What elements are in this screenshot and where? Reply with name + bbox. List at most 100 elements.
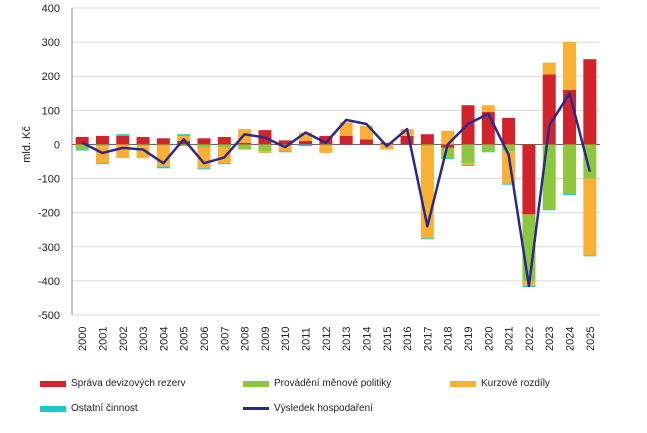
- x-tick-label: 2012: [321, 327, 333, 351]
- bar-segment: [278, 151, 292, 153]
- x-tick-label: 2021: [504, 327, 516, 351]
- y-tick-label: -300: [38, 242, 60, 254]
- bar-segment: [319, 144, 333, 147]
- x-tick-label: 2019: [463, 327, 475, 351]
- legend-label: Provádění měnové politiky: [274, 378, 392, 389]
- bar-segment: [583, 144, 597, 179]
- y-tick-label: 100: [42, 105, 60, 117]
- legend-swatch: [40, 405, 66, 412]
- bar-segment: [95, 163, 109, 165]
- bar-segment: [197, 168, 211, 170]
- bar-segment: [75, 149, 89, 151]
- bar-segment: [319, 135, 333, 145]
- y-tick-label: -400: [38, 276, 60, 288]
- x-tick-label: 2006: [199, 327, 211, 351]
- legend-label: Správa devizových rezerv: [71, 378, 186, 389]
- bar-segment: [481, 151, 495, 153]
- x-tick-label: 2022: [524, 327, 536, 351]
- y-tick-label: 0: [54, 139, 60, 151]
- bar-segment: [177, 134, 191, 136]
- x-tick-label: 2016: [402, 327, 414, 351]
- bar-segment: [339, 135, 353, 145]
- bar-segment: [461, 144, 475, 164]
- x-tick-label: 2011: [301, 327, 313, 351]
- y-axis-label: mld. Kč: [21, 126, 33, 163]
- bar-segment: [75, 136, 89, 145]
- bar-segment: [563, 144, 577, 194]
- y-tick-label: 300: [42, 37, 60, 49]
- bar-segment: [136, 136, 150, 145]
- bar-segment: [319, 146, 333, 153]
- bar-segment: [359, 139, 373, 145]
- bar-segment: [441, 158, 455, 160]
- x-tick-label: 2000: [77, 327, 89, 351]
- legend-item-fx: Kurzové rozdíly: [450, 378, 550, 389]
- legend-swatch: [40, 380, 66, 387]
- bar-segment: [441, 147, 455, 159]
- legend-swatch: [243, 380, 269, 387]
- bar-segment: [156, 144, 170, 147]
- bar-segment: [116, 135, 130, 145]
- bar-segment: [217, 136, 231, 145]
- result-line: [81, 92, 592, 288]
- bar-segment: [258, 151, 272, 153]
- bar-segment: [502, 144, 516, 152]
- y-tick-label: 200: [42, 71, 60, 83]
- bar-segment: [299, 144, 313, 147]
- bar-segment: [481, 144, 495, 152]
- bar-segment: [461, 164, 475, 166]
- legend-item-monetary: Provádění měnové politiky: [243, 378, 391, 389]
- legend-item-other: Ostatní činnost: [40, 403, 138, 414]
- x-tick-label: 2008: [240, 327, 252, 351]
- bar-segment: [197, 138, 211, 145]
- bar-segment: [461, 163, 475, 165]
- bar-segment: [217, 144, 231, 148]
- bar-segment: [420, 134, 434, 145]
- legend-swatch: [450, 380, 476, 387]
- bar-segment: [522, 144, 536, 215]
- bar-segment: [299, 141, 313, 145]
- x-tick-label: 2020: [483, 327, 495, 351]
- legend-label: Kurzové rozdíly: [481, 378, 550, 389]
- bar-segment: [95, 135, 109, 145]
- bar-segment: [278, 144, 292, 147]
- y-tick-label: -100: [38, 174, 60, 186]
- x-tick-label: 2009: [260, 327, 272, 351]
- bar-segment: [481, 105, 495, 113]
- bar-segment: [563, 193, 577, 195]
- bar-segment: [583, 178, 597, 256]
- x-tick-label: 2017: [422, 327, 434, 351]
- bar-segment: [116, 144, 130, 159]
- bar-segment: [441, 130, 455, 145]
- bar-segment: [299, 132, 313, 142]
- bar-segment: [177, 144, 191, 147]
- x-tick-label: 2005: [179, 327, 191, 351]
- bar-segment: [136, 146, 150, 159]
- y-tick-label: -500: [38, 310, 60, 322]
- bar-segment: [542, 74, 556, 145]
- bar-segment: [400, 135, 414, 145]
- bar-segment: [339, 122, 353, 136]
- bar-segment: [177, 141, 191, 145]
- y-tick-label: 400: [42, 3, 60, 15]
- bar-segment: [502, 183, 516, 185]
- legend-swatch: [243, 407, 269, 410]
- bar-segment: [583, 255, 597, 257]
- x-tick-label: 2014: [361, 327, 373, 351]
- x-tick-label: 2003: [138, 327, 150, 351]
- bar-segment: [583, 59, 597, 145]
- bar-segment: [502, 117, 516, 145]
- bar-segment: [217, 163, 231, 165]
- bar-segment: [380, 142, 394, 145]
- legend-label: Ostatní činnost: [71, 403, 138, 414]
- bar-segment: [116, 134, 130, 136]
- y-tick-label: -200: [38, 208, 60, 220]
- bar-segment: [542, 62, 556, 75]
- bar-segment: [238, 144, 252, 150]
- bar-segment: [420, 144, 434, 147]
- legend-label: Výsledek hospodaření: [274, 403, 373, 414]
- bar-segment: [542, 209, 556, 211]
- x-tick-label: 2025: [585, 327, 597, 351]
- x-tick-label: 2024: [565, 327, 577, 351]
